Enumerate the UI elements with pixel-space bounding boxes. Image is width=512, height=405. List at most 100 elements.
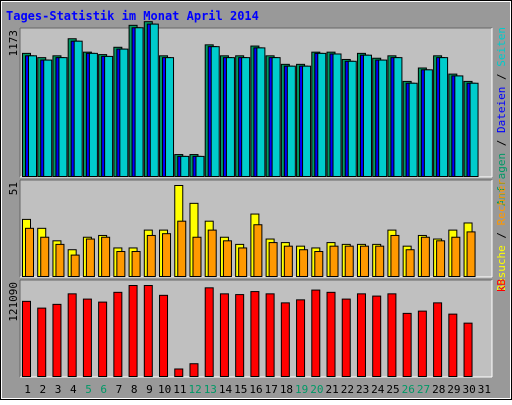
bar-bottom-kB-18 (280, 302, 290, 377)
legend-item-1-2: Rechner (495, 179, 508, 226)
bar-top-Seiten-30 (469, 82, 479, 177)
bar-middle-Rechner-13 (207, 229, 217, 278)
bar-middle-Rechner-4 (70, 254, 80, 278)
bar-middle-Rechner-14 (222, 240, 232, 277)
x-tick-12: 12 (188, 383, 201, 396)
bar-bottom-kB-27 (417, 310, 427, 377)
bar-bottom-kB-4 (67, 293, 77, 378)
bar-top-Seiten-27 (423, 69, 433, 177)
legend-item-0-4: Seiten (495, 27, 508, 67)
legend-group-2: Besuche / Rechner (495, 179, 508, 292)
bar-bottom-kB-23 (356, 293, 366, 378)
bar-top-Seiten-13 (210, 46, 220, 177)
bar-middle-Rechner-30 (466, 231, 476, 277)
max-label-bottom: 121090 (7, 282, 20, 322)
legend-item-0-1: / (495, 133, 508, 153)
bar-top-Seiten-10 (165, 57, 175, 177)
x-tick-29: 29 (447, 383, 460, 396)
bar-middle-Rechner-20 (314, 251, 324, 277)
x-tick-21: 21 (326, 383, 339, 396)
bar-top-Seiten-21 (332, 53, 342, 177)
x-tick-17: 17 (265, 383, 278, 396)
bar-bottom-kB-28 (433, 302, 443, 377)
bar-middle-Rechner-1 (25, 227, 34, 278)
bar-middle-Rechner-12 (192, 236, 202, 278)
x-tick-14: 14 (219, 383, 233, 396)
x-tick-6: 6 (100, 383, 107, 396)
x-tick-26: 26 (402, 383, 415, 396)
bar-top-Seiten-3 (58, 57, 68, 177)
x-tick-23: 23 (356, 383, 369, 396)
legend-item-0-0: Anfragen (495, 153, 508, 206)
x-tick-1: 1 (24, 383, 31, 396)
x-tick-20: 20 (310, 383, 323, 396)
panel-middle: 51 (7, 179, 493, 278)
bar-top-Seiten-26 (408, 82, 418, 177)
bar-middle-Rechner-6 (101, 236, 111, 278)
legend-item-0-2: Dateien (495, 87, 508, 133)
x-tick-22: 22 (341, 383, 354, 396)
bar-top-Seiten-25 (393, 57, 403, 177)
bar-bottom-kB-5 (82, 298, 92, 377)
x-tick-4: 4 (70, 383, 77, 396)
bar-bottom-kB-3 (52, 303, 62, 377)
x-axis-labels: 1 2 3 4 5 6 7 8 9 10 11 12 13 14 15 16 17 18 19 20 21 22 23 24 2… (24, 383, 491, 396)
bar-bottom-kB-2 (37, 307, 47, 378)
x-tick-28: 28 (432, 383, 445, 396)
x-tick-2: 2 (40, 383, 47, 396)
bar-top-Seiten-2 (43, 59, 53, 177)
bar-top-Seiten-23 (362, 54, 372, 177)
bar-bottom-kB-22 (341, 298, 351, 377)
bar-bottom-kB-13 (204, 287, 214, 377)
bar-bottom-kB-8 (128, 285, 138, 377)
bar-middle-Rechner-18 (283, 245, 293, 278)
x-tick-27: 27 (417, 383, 430, 396)
x-tick-18: 18 (280, 383, 293, 396)
bar-middle-Rechner-11 (177, 220, 187, 278)
bar-bottom-kB-12 (189, 363, 199, 377)
bar-bottom-kB-10 (159, 294, 169, 377)
bar-middle-Rechner-26 (405, 249, 415, 277)
x-tick-11: 11 (173, 383, 186, 396)
bar-top-Seiten-6 (104, 55, 114, 177)
bar-bottom-kB-1 (22, 300, 31, 377)
bar-middle-Rechner-24 (375, 245, 385, 278)
x-tick-10: 10 (158, 383, 171, 396)
bar-top-Seiten-20 (317, 52, 327, 177)
bar-bottom-kB-21 (326, 291, 336, 378)
x-tick-30: 30 (463, 383, 476, 396)
bar-middle-Rechner-27 (420, 236, 430, 278)
bar-top-Seiten-7 (119, 48, 129, 177)
bar-top-Seiten-28 (439, 57, 449, 177)
max-label-middle: 51 (7, 182, 20, 195)
bar-bottom-kB-30 (463, 322, 473, 378)
x-tick-31: 31 (478, 383, 491, 396)
bar-top-Seiten-8 (134, 27, 144, 177)
bar-bottom-kB-24 (372, 295, 382, 378)
bar-bottom-kB-6 (98, 301, 108, 378)
bar-middle-Rechner-19 (299, 249, 309, 277)
bar-bottom-kB-29 (448, 313, 458, 377)
x-tick-8: 8 (131, 383, 138, 396)
x-tick-5: 5 (85, 383, 92, 396)
bar-bottom-kB-9 (143, 285, 153, 377)
legend-group-1: Anfragen / Dateien / Seiten (495, 27, 508, 206)
bar-middle-Rechner-21 (329, 245, 339, 278)
bar-top-Seiten-22 (347, 60, 357, 177)
bar-top-Seiten-11 (180, 155, 190, 177)
legend-item-2-0: kB (495, 279, 508, 293)
bar-top-Seiten-12 (195, 155, 205, 177)
bar-top-Seiten-14 (225, 57, 235, 177)
bar-top-Seiten-18 (286, 65, 296, 177)
chart-title: Tages-Statistik im Monat April 2014 (6, 9, 259, 23)
bar-bottom-kB-11 (174, 368, 184, 377)
bar-middle-Rechner-28 (436, 240, 446, 277)
x-tick-16: 16 (249, 383, 262, 396)
bar-top-Seiten-29 (454, 75, 464, 177)
bar-bottom-kB-16 (250, 291, 260, 377)
bar-middle-Rechner-22 (344, 245, 354, 278)
bar-top-Seiten-16 (256, 47, 266, 178)
legend-item-1-1: / (495, 225, 508, 245)
bar-middle-Rechner-17 (268, 242, 278, 277)
